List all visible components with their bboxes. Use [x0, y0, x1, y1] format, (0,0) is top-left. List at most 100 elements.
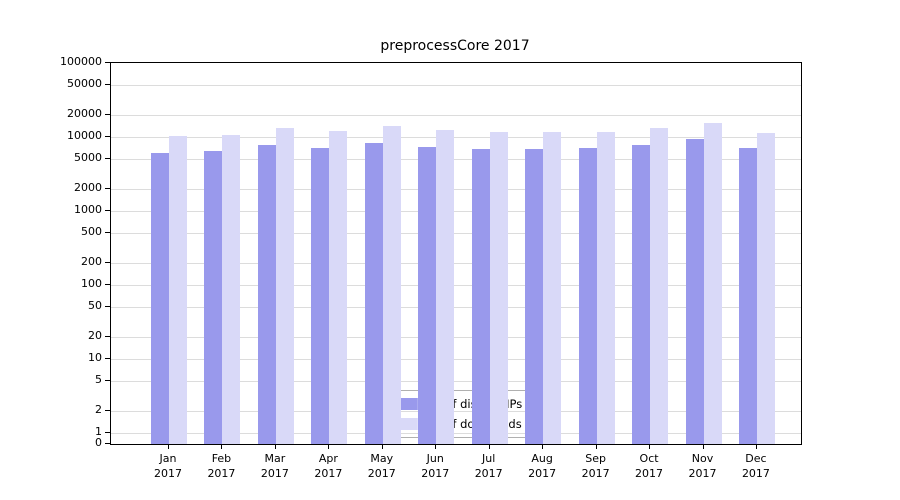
y-tick-mark-5: [105, 380, 110, 382]
gridline-10000: [111, 137, 801, 138]
bar-nb-of-downloads-oct: [650, 128, 669, 444]
x-tick-label-mar: Mar 2017: [260, 452, 289, 480]
bar-nb-of-distinct-ips-sep: [578, 148, 597, 444]
x-tick-mark-oct: [649, 444, 651, 449]
y-tick-mark-2: [105, 409, 110, 411]
y-tick-mark-2000: [105, 187, 110, 189]
x-tick-label-dec: Dec 2017: [741, 452, 770, 480]
bar-nb-of-distinct-ips-oct: [632, 145, 651, 444]
y-tick-mark-100: [105, 284, 110, 285]
y-tick-mark-20000: [105, 113, 110, 115]
y-tick-label-50000: 50000: [67, 77, 102, 91]
x-tick-label-nov: Nov 2017: [688, 452, 717, 480]
x-tick-label-jun: Jun 2017: [421, 452, 450, 480]
bar-nb-of-distinct-ips-jul: [471, 148, 490, 444]
bar-nb-of-downloads-may: [382, 125, 401, 444]
y-tick-mark-20: [105, 335, 110, 337]
gridline-20: [111, 336, 801, 338]
y-tick-label-1000: 1000: [74, 203, 102, 216]
x-tick-label-apr: Apr 2017: [314, 452, 343, 480]
y-tick-label-500: 500: [81, 225, 102, 239]
bar-nb-of-downloads-feb: [222, 134, 241, 444]
y-tick-label-0: 0: [95, 436, 102, 449]
x-tick-mark-may: [381, 444, 383, 449]
bar-nb-of-distinct-ips-nov: [685, 139, 704, 444]
bar-nb-of-distinct-ips-aug: [525, 148, 544, 444]
bar-nb-of-downloads-aug: [543, 132, 562, 444]
bar-nb-of-distinct-ips-feb: [204, 150, 223, 444]
plot-area: Nb of distinct IPsNb of downloads: [110, 62, 802, 445]
x-tick-mark-jul: [488, 444, 490, 449]
gridline-5000: [111, 159, 801, 161]
y-tick-mark-0: [105, 443, 110, 444]
bar-nb-of-downloads-jul: [489, 132, 508, 444]
y-tick-mark-5000: [105, 158, 110, 160]
bar-nb-of-distinct-ips-dec: [738, 148, 757, 444]
x-tick-mark-apr: [328, 444, 330, 449]
bar-nb-of-distinct-ips-jun: [418, 146, 437, 444]
bar-nb-of-distinct-ips-jan: [151, 153, 169, 444]
y-tick-label-20000: 20000: [67, 106, 102, 120]
gridline-100: [111, 285, 801, 286]
x-tick-label-jul: Jul 2017: [474, 452, 503, 480]
y-tick-mark-10000: [105, 136, 110, 137]
bar-nb-of-distinct-ips-mar: [257, 144, 276, 444]
gridline-1: [111, 433, 801, 434]
y-tick-mark-200: [105, 261, 110, 263]
bar-nb-of-distinct-ips-may: [364, 142, 383, 444]
y-tick-label-200: 200: [81, 254, 102, 268]
y-tick-mark-1000: [105, 210, 110, 211]
chart-title: preprocessCore 2017: [380, 38, 530, 54]
y-tick-label-1: 1: [95, 425, 102, 438]
x-tick-mark-sep: [595, 444, 597, 449]
x-tick-mark-jun: [435, 444, 437, 449]
y-tick-label-5: 5: [95, 373, 102, 387]
y-tick-mark-10: [105, 358, 110, 359]
x-tick-label-feb: Feb 2017: [207, 452, 236, 480]
x-tick-label-may: May 2017: [367, 452, 396, 480]
gridline-200: [111, 262, 801, 264]
x-tick-label-sep: Sep 2017: [581, 452, 610, 480]
y-tick-label-10: 10: [88, 351, 102, 364]
x-tick-mark-dec: [755, 444, 757, 449]
gridline-1000: [111, 211, 801, 212]
legend: Nb of distinct IPsNb of downloads: [378, 390, 534, 438]
y-tick-label-5000: 5000: [74, 151, 102, 165]
x-tick-mark-jan: [168, 444, 169, 449]
y-tick-label-20: 20: [88, 328, 102, 342]
y-tick-mark-50000: [105, 84, 110, 86]
bar-nb-of-downloads-nov: [703, 122, 722, 444]
y-tick-label-50: 50: [88, 299, 102, 313]
bar-nb-of-downloads-jun: [436, 130, 455, 444]
y-tick-mark-100000: [105, 62, 110, 63]
gridline-2000: [111, 188, 801, 190]
gridline-50: [111, 307, 801, 309]
bar-nb-of-downloads-dec: [756, 133, 775, 444]
x-tick-label-aug: Aug 2017: [528, 452, 557, 480]
x-tick-mark-aug: [542, 444, 544, 449]
bar-nb-of-downloads-apr: [329, 130, 348, 444]
y-tick-label-2000: 2000: [74, 180, 102, 194]
y-tick-label-10000: 10000: [67, 129, 102, 142]
bar-nb-of-downloads-sep: [596, 132, 615, 444]
gridline-2: [111, 410, 801, 412]
x-tick-mark-mar: [274, 444, 276, 449]
bar-nb-of-downloads-jan: [169, 135, 187, 444]
x-tick-mark-nov: [702, 444, 704, 449]
x-tick-label-jan: Jan 2017: [154, 452, 182, 480]
x-tick-label-oct: Oct 2017: [635, 452, 664, 480]
bar-nb-of-distinct-ips-apr: [311, 147, 330, 444]
y-tick-mark-1: [105, 432, 110, 433]
y-tick-label-100: 100: [81, 277, 102, 290]
y-tick-mark-50: [105, 306, 110, 308]
y-tick-label-2: 2: [95, 402, 102, 416]
y-tick-mark-500: [105, 232, 110, 234]
gridline-10: [111, 359, 801, 360]
x-tick-mark-feb: [221, 444, 223, 449]
gridline-5: [111, 381, 801, 383]
gridline-500: [111, 233, 801, 235]
gridline-20000: [111, 114, 801, 116]
gridline-50000: [111, 85, 801, 87]
y-tick-label-100000: 100000: [60, 55, 102, 68]
